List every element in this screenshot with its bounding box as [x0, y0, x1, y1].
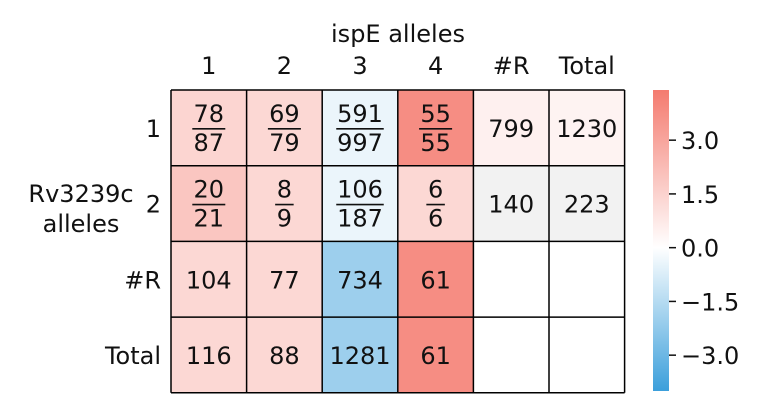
cell-value: 140	[488, 191, 534, 219]
y-axis-title-line: Rv3239c	[28, 180, 133, 208]
cell-denominator: 997	[337, 129, 383, 157]
colorbar-gradient	[653, 90, 669, 391]
cell-value: 1281	[329, 342, 390, 370]
heatmap-cell	[473, 90, 549, 166]
cell-denominator: 6	[428, 205, 443, 233]
heatmap-cell	[397, 241, 474, 318]
colorbar: 3.0 1.5 0.0 −1.5 −3.0	[653, 90, 739, 391]
heatmap-cell	[171, 90, 247, 166]
colorbar-tick-label: −1.5	[681, 288, 739, 316]
heatmap-cell	[322, 90, 398, 166]
column-label: 3	[352, 52, 367, 80]
heatmap-cell	[246, 90, 323, 166]
heatmap-cell	[473, 165, 549, 242]
row-label: 1	[146, 115, 161, 143]
cell-denominator: 87	[194, 129, 225, 157]
cell-denominator: 79	[269, 129, 300, 157]
heatmap-cell	[397, 90, 474, 166]
cell-denominator: 187	[337, 205, 383, 233]
heatmap-cell	[322, 317, 398, 393]
colorbar-tick-label: 0.0	[681, 235, 719, 263]
heatmap-cell	[549, 317, 625, 393]
cell-value: 1230	[556, 115, 617, 143]
cell-numerator: 591	[337, 100, 383, 128]
cell-denominator: 9	[277, 205, 292, 233]
cell-denominator: 21	[194, 205, 225, 233]
cell-numerator: 20	[194, 176, 225, 204]
heatmap-cell	[246, 241, 323, 318]
heatmap-cell	[549, 241, 625, 318]
column-label: Total	[558, 52, 615, 80]
cell-numerator: 78	[194, 100, 225, 128]
heatmap-cell	[549, 90, 625, 166]
cell-value: 116	[186, 342, 232, 370]
y-axis-title-line: alleles	[43, 210, 120, 238]
colorbar-tick-label: 3.0	[681, 127, 719, 155]
cell-denominator: 55	[420, 129, 451, 157]
heatmap-cell	[397, 317, 474, 393]
column-label: #R	[493, 52, 530, 80]
cell-value: 77	[269, 266, 300, 294]
column-label: 1	[201, 52, 216, 80]
column-label: 2	[277, 52, 292, 80]
row-labels: 1 2 #R Total	[104, 115, 161, 370]
cell-value: 61	[420, 266, 451, 294]
cell-value: 61	[420, 342, 451, 370]
heatmap-cell	[322, 165, 398, 242]
cell-value: 734	[337, 266, 383, 294]
heatmap-cell	[473, 317, 549, 393]
heatmap-cells	[171, 90, 625, 393]
cell-numerator: 55	[420, 100, 451, 128]
heatmap-cell	[549, 165, 625, 242]
heatmap-cell	[473, 241, 549, 318]
row-label: #R	[124, 266, 161, 294]
cell-numerator: 6	[428, 176, 443, 204]
cell-numerator: 106	[337, 176, 383, 204]
cell-value: 799	[488, 115, 534, 143]
heatmap-cell	[397, 165, 474, 242]
column-label: 4	[428, 52, 443, 80]
heatmap-cell	[171, 241, 247, 318]
heatmap-cell	[246, 317, 323, 393]
heatmap-cell	[246, 165, 323, 242]
column-labels: 1 2 3 4 #R Total	[201, 52, 615, 80]
x-axis-title: ispE alleles	[331, 20, 465, 48]
row-label: Total	[104, 342, 161, 370]
cell-value: 223	[564, 191, 610, 219]
row-label: 2	[146, 191, 161, 219]
heatmap-grid	[170, 89, 626, 394]
heatmap-cell	[322, 241, 398, 318]
cell-numerator: 69	[269, 100, 300, 128]
heatmap-cell	[171, 317, 247, 393]
heatmap-cell	[171, 165, 247, 242]
colorbar-tick-label: −3.0	[681, 342, 739, 370]
cell-numerator: 8	[277, 176, 292, 204]
colorbar-tick-label: 1.5	[681, 181, 719, 209]
cell-value: 88	[269, 342, 300, 370]
cell-value: 104	[186, 266, 232, 294]
